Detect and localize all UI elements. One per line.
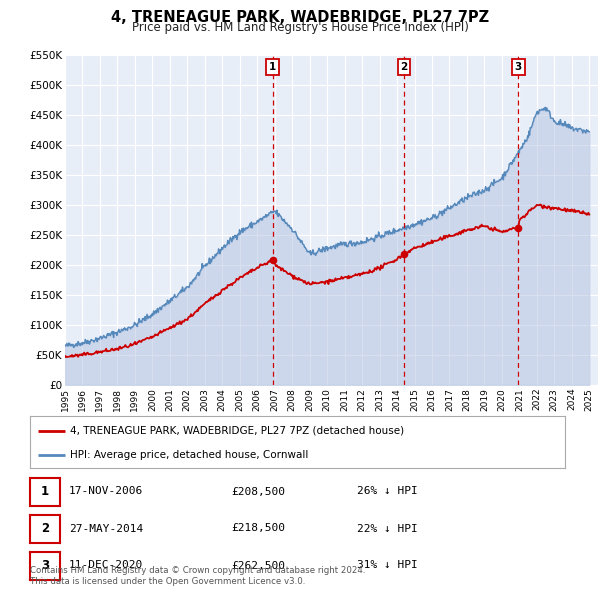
Text: 1: 1 [41, 485, 49, 498]
Text: 11-DEC-2020: 11-DEC-2020 [69, 560, 143, 571]
Text: 1: 1 [269, 62, 276, 72]
Text: Contains HM Land Registry data © Crown copyright and database right 2024.: Contains HM Land Registry data © Crown c… [30, 566, 365, 575]
Text: 3: 3 [515, 62, 522, 72]
Text: 2: 2 [400, 62, 407, 72]
Text: 17-NOV-2006: 17-NOV-2006 [69, 487, 143, 497]
Text: 26% ↓ HPI: 26% ↓ HPI [357, 487, 418, 497]
Text: £262,500: £262,500 [231, 560, 285, 571]
Text: 27-MAY-2014: 27-MAY-2014 [69, 523, 143, 533]
Text: Price paid vs. HM Land Registry's House Price Index (HPI): Price paid vs. HM Land Registry's House … [131, 21, 469, 34]
Text: HPI: Average price, detached house, Cornwall: HPI: Average price, detached house, Corn… [70, 450, 308, 460]
Text: This data is licensed under the Open Government Licence v3.0.: This data is licensed under the Open Gov… [30, 576, 305, 586]
Text: 22% ↓ HPI: 22% ↓ HPI [357, 523, 418, 533]
Text: 4, TRENEAGUE PARK, WADEBRIDGE, PL27 7PZ: 4, TRENEAGUE PARK, WADEBRIDGE, PL27 7PZ [111, 10, 489, 25]
Text: 2: 2 [41, 522, 49, 535]
Text: 31% ↓ HPI: 31% ↓ HPI [357, 560, 418, 571]
Text: £218,500: £218,500 [231, 523, 285, 533]
Text: 4, TRENEAGUE PARK, WADEBRIDGE, PL27 7PZ (detached house): 4, TRENEAGUE PARK, WADEBRIDGE, PL27 7PZ … [70, 425, 404, 435]
Text: £208,500: £208,500 [231, 487, 285, 497]
Text: 3: 3 [41, 559, 49, 572]
